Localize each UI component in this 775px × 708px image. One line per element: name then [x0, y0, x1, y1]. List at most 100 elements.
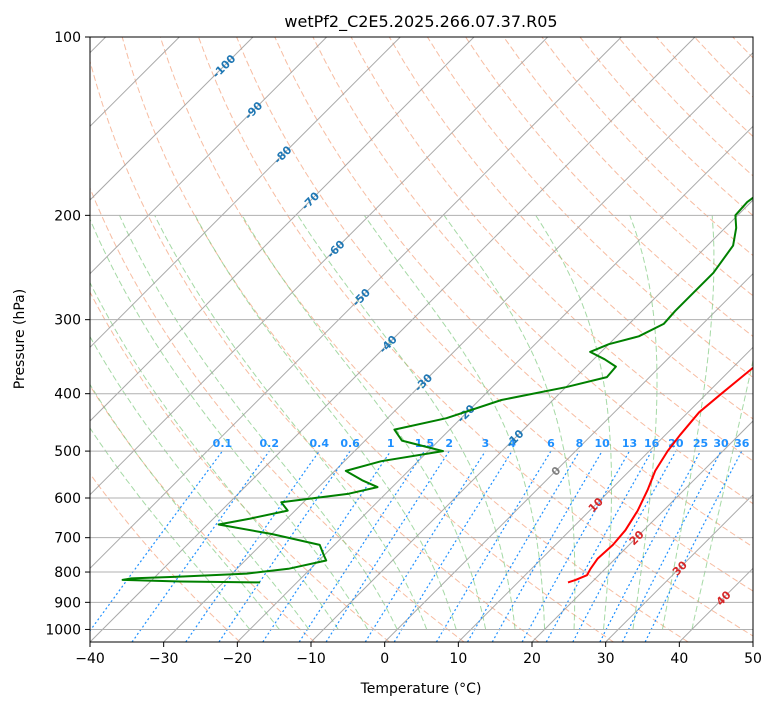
mixing-ratio-line [466, 450, 580, 642]
dry-adiabat-line [350, 37, 753, 462]
x-tick-label: 30 [597, 651, 615, 667]
dry-adiabat-line [90, 472, 241, 642]
dry-adiabat-line [90, 186, 465, 642]
x-tick-label: −30 [149, 651, 179, 667]
dry-adiabat-line [90, 59, 540, 642]
moist-adiabat-line [629, 215, 658, 630]
y-tick-label: 400 [54, 387, 81, 403]
mixing-ratio-label: 0.6 [340, 437, 360, 450]
mixing-ratio-line [131, 450, 270, 642]
mixing-ratio-line [644, 450, 743, 642]
y-axis-title: Pressure (hPa) [12, 289, 28, 389]
dry-adiabat-line [541, 37, 753, 257]
y-tick-label: 600 [54, 491, 81, 507]
dewpoint-profile [121, 196, 753, 584]
x-tick-label: −20 [223, 651, 253, 667]
mixing-ratio-line [90, 450, 223, 632]
dry-adiabat-line [90, 384, 316, 642]
mixing-ratio-line [262, 450, 392, 642]
isotherms [90, 37, 753, 642]
moist-adiabat-line [119, 215, 398, 630]
y-tick-label: 800 [54, 565, 81, 581]
mixing-ratio-line [545, 450, 653, 642]
dry-adiabat-line [503, 37, 753, 297]
mixing-ratio-label: 13 [622, 437, 637, 450]
mixing-ratio-line [364, 450, 486, 642]
mixing-ratio-label: 6 [547, 437, 555, 450]
moist-adiabat-line [90, 335, 310, 630]
chart-title: wetPf2_C2E5.2025.266.07.37.R05 [284, 12, 557, 32]
isotherm-line [236, 125, 753, 642]
moist-adiabat-line [363, 215, 546, 630]
x-tick-label: 10 [449, 651, 467, 667]
dry-adiabat-line [159, 37, 689, 642]
mixing-ratio-label: 3 [482, 437, 490, 450]
isotherm-label: -10 [503, 427, 526, 450]
dry-adiabat-line [312, 37, 753, 505]
dry-adiabat-line [388, 37, 753, 420]
isotherm-line [163, 51, 753, 642]
isotherm-label: 0 [549, 464, 564, 479]
mixing-ratio-line [218, 450, 351, 642]
isotherm-line [90, 37, 328, 275]
moist-adiabat-line [90, 218, 369, 630]
isotherm-line [90, 37, 475, 422]
mixing-ratio-label: 30 [713, 437, 729, 450]
isotherm-line [90, 37, 401, 349]
mixing-ratio-label: 8 [576, 437, 584, 450]
dry-adiabat-line [274, 37, 753, 548]
mixing-ratio-line [298, 450, 425, 642]
x-tick-label: 50 [744, 651, 762, 667]
mixing-ratio-line [185, 450, 320, 642]
x-tick-label: 40 [670, 651, 688, 667]
moist-adiabat-line [297, 215, 516, 630]
mixing-ratio-line [435, 450, 552, 642]
x-tick-label: 20 [523, 651, 541, 667]
isotherm-line [310, 199, 753, 642]
axes: −40 −30 −20 −10 0 10 20 30 40 5010020030040050060… [45, 30, 762, 667]
mixing-ratio-label: 25 [693, 437, 708, 450]
mixing-ratio-label: 0.2 [260, 437, 280, 450]
mixing-ratio-line [521, 450, 631, 642]
isotherm-line [90, 37, 254, 201]
plot-area: 0.1 0.2 0.4 0.6 1 1.5 2 3 4 6 8 10 13 16 20 25 30 36-100-… [90, 37, 775, 642]
isotherm-line [90, 37, 549, 496]
mixing-ratio-label: 1 [387, 437, 395, 450]
x-tick-label: 0 [380, 651, 389, 667]
y-tick-label: 500 [54, 444, 81, 460]
isotherm-line [605, 493, 753, 642]
mixing-ratio-label: 16 [644, 437, 660, 450]
isotherm-line [457, 346, 753, 642]
profiles [121, 196, 753, 584]
dry-adiabat-line [771, 37, 775, 642]
moist-adiabat-line [154, 215, 428, 630]
isotherm-line [752, 641, 753, 642]
mixing-ratio-label: 0.1 [213, 437, 233, 450]
temperature-profile [567, 366, 753, 584]
mixing-ratio-label: 10 [594, 437, 610, 450]
dry-adiabat-line [90, 291, 390, 642]
dry-adiabat-line [656, 37, 753, 138]
dry-adiabat-line [465, 37, 753, 338]
y-tick-label: 100 [54, 30, 81, 46]
mixing-ratio-line [599, 450, 702, 642]
y-tick-label: 200 [54, 208, 81, 224]
x-axis-title: Temperature (°C) [360, 681, 482, 697]
dry-adiabat-line [694, 37, 753, 98]
dry-adiabat-line [236, 37, 753, 592]
mixing-ratio-lines: 0.1 0.2 0.4 0.6 1 1.5 2 3 4 6 8 10 13 16 20 25 30 36 [90, 437, 750, 642]
y-tick-label: 700 [54, 531, 81, 547]
mixing-ratio-label: 36 [734, 437, 750, 450]
y-tick-label: 300 [54, 313, 81, 329]
mixing-ratio-line [393, 450, 513, 642]
mixing-ratio-label: 4 [508, 437, 516, 450]
isotherm-line [90, 37, 622, 570]
isotherm-line [384, 272, 753, 642]
mixing-ratio-label: 0.4 [310, 437, 330, 450]
x-tick-label: −40 [75, 651, 105, 667]
moist-adiabat-line [90, 427, 251, 630]
plot-frame [89, 36, 754, 643]
isotherm-line [531, 420, 753, 642]
dry-adiabat-line [732, 37, 753, 59]
